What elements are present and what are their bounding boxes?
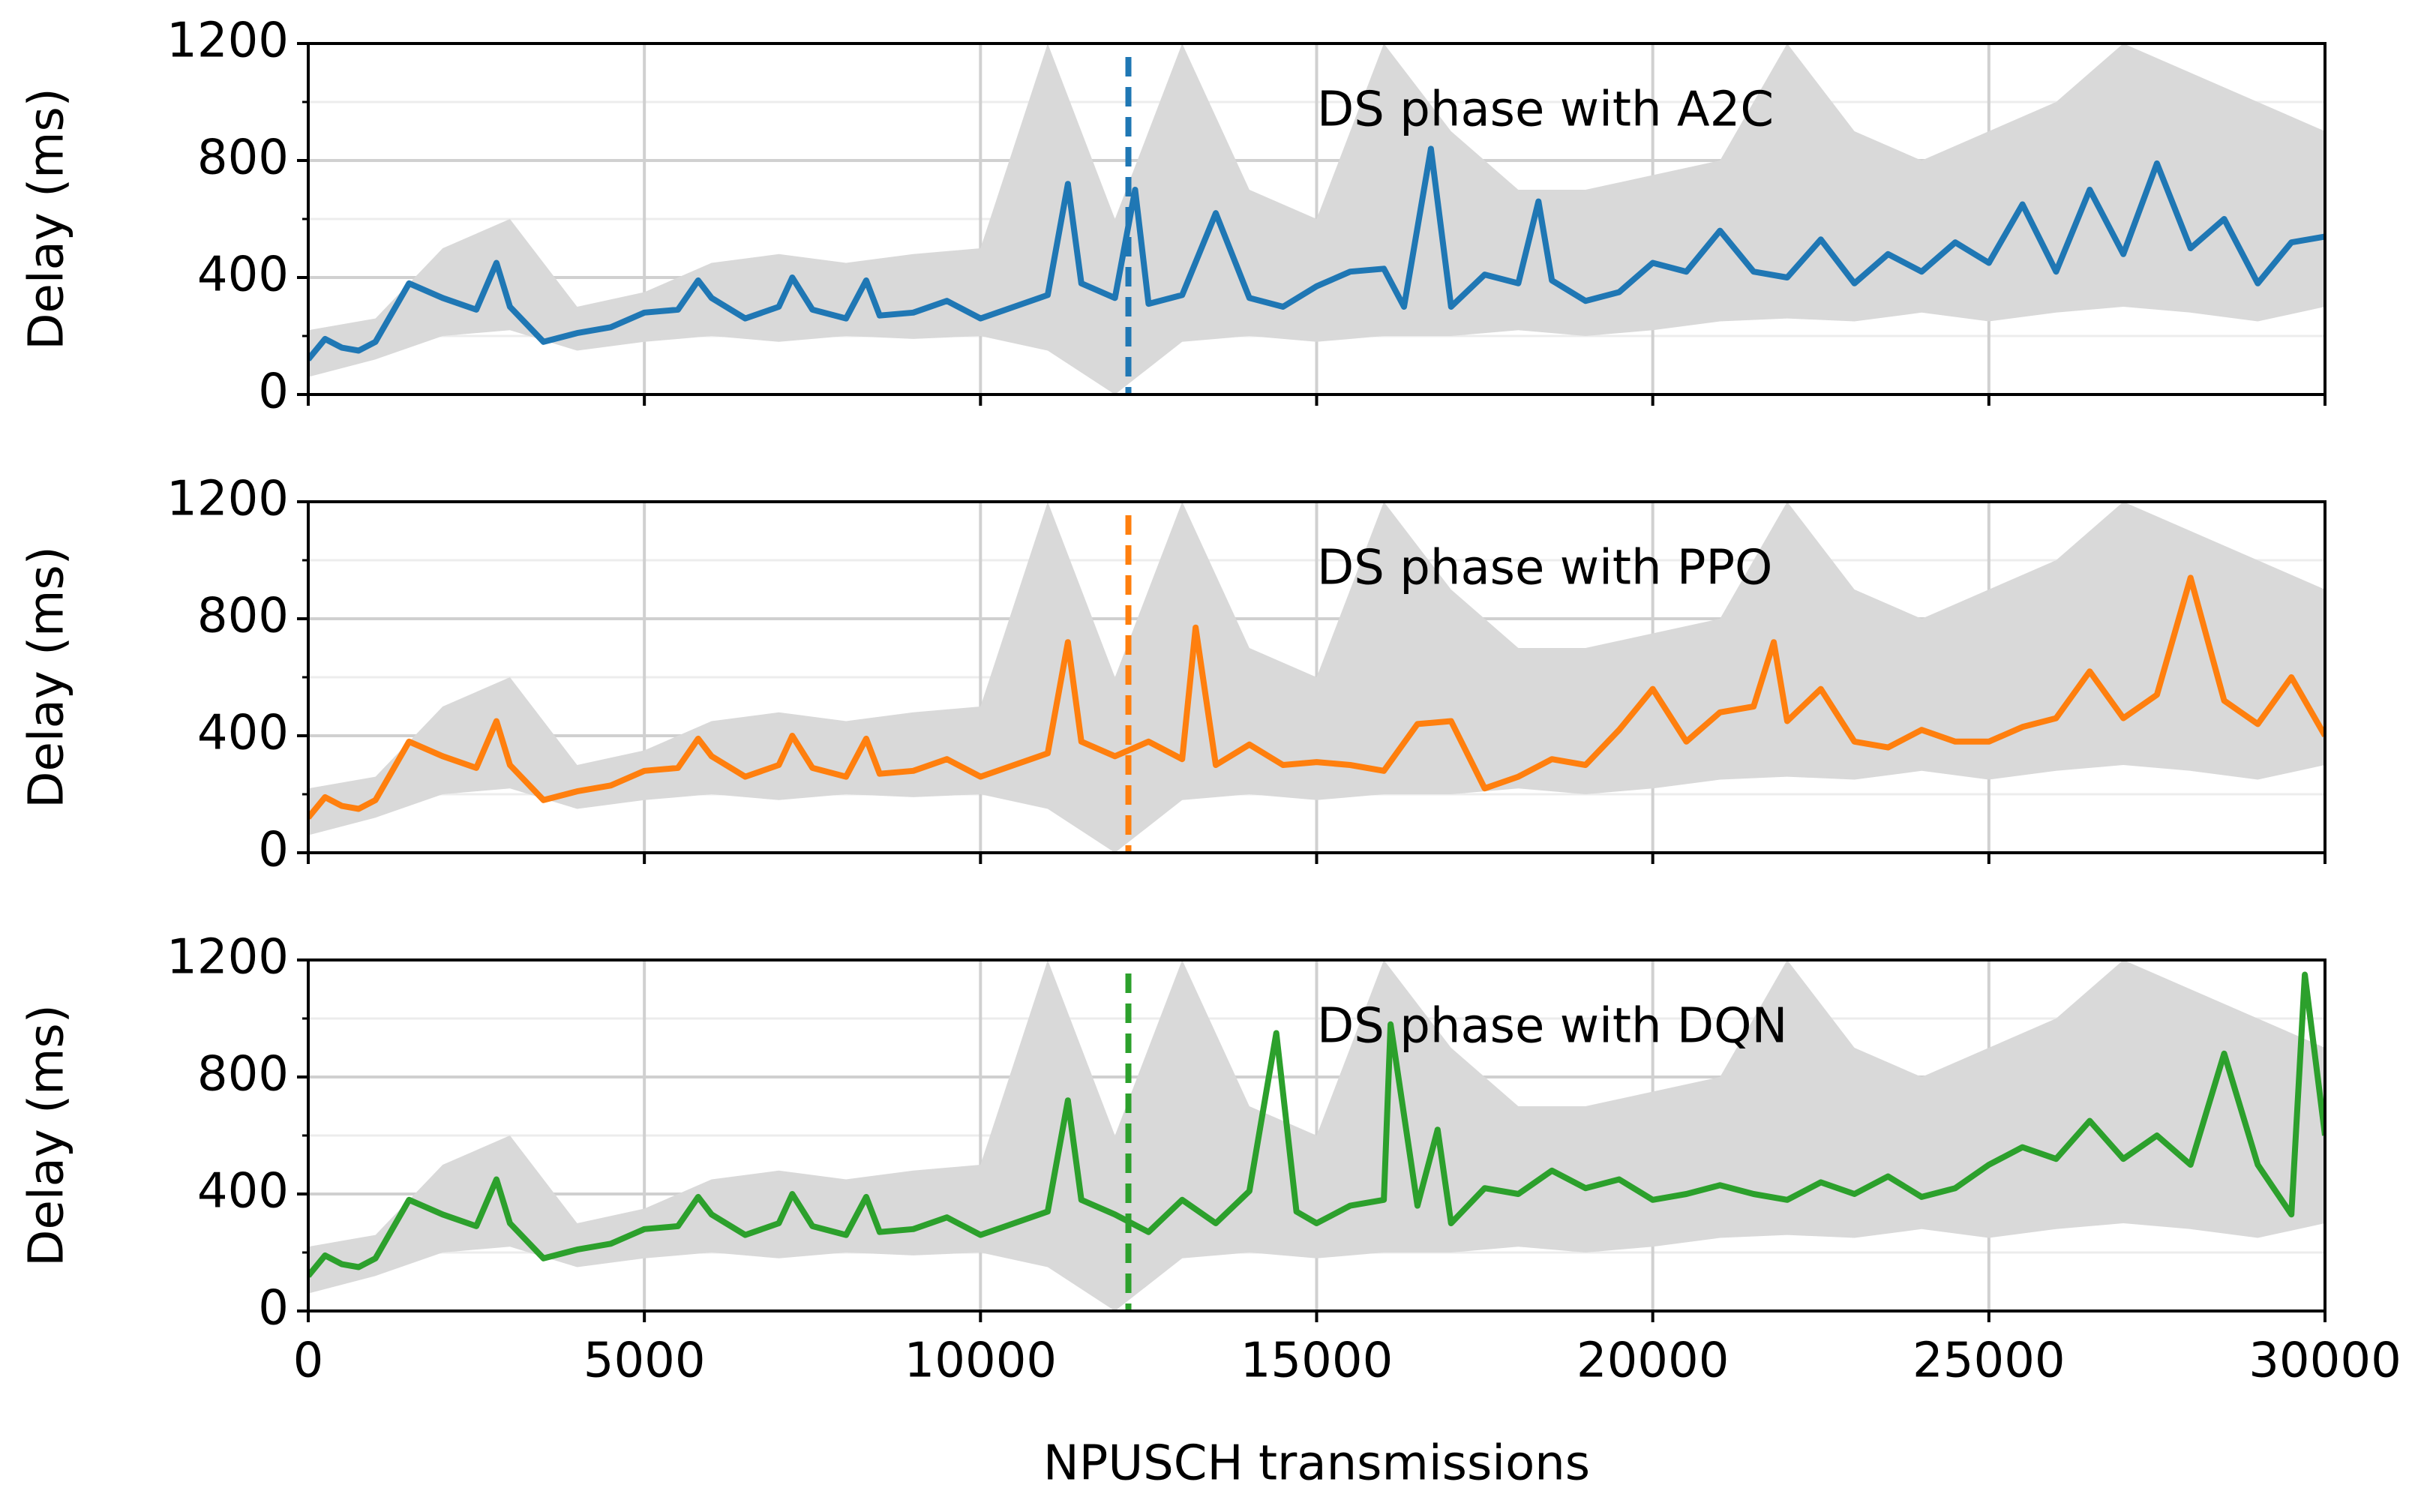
y-tick-label: 400 (197, 248, 289, 303)
x-tick-label: 20000 (1576, 1334, 1730, 1389)
x-tick-label: 5000 (584, 1334, 706, 1389)
y-axis-label: Delay (ms) (20, 546, 75, 808)
y-tick-label: 1200 (166, 14, 289, 69)
annotation: DS phase with DQN (1317, 999, 1787, 1054)
plot-area (308, 44, 2325, 394)
x-tick-label: 10000 (904, 1334, 1058, 1389)
x-tick-label: 15000 (1240, 1334, 1394, 1389)
y-tick-label: 800 (197, 130, 289, 186)
x-tick-label: 0 (293, 1334, 324, 1389)
y-tick-label: 400 (197, 1164, 289, 1220)
y-tick-label: 400 (197, 706, 289, 761)
y-tick-label: 0 (258, 823, 289, 878)
y-tick-label: 1200 (166, 472, 289, 527)
plot-area (308, 960, 2325, 1311)
y-tick-label: 800 (197, 589, 289, 644)
x-tick-label: 25000 (1912, 1334, 2066, 1389)
y-tick-label: 0 (258, 1281, 289, 1336)
x-tick-label: 30000 (2248, 1334, 2402, 1389)
x-axis-label: NPUSCH transmissions (1043, 1436, 1590, 1492)
annotation: DS phase with A2C (1317, 82, 1774, 138)
y-tick-label: 1200 (166, 930, 289, 986)
plot-area (308, 502, 2325, 853)
delay-line (308, 146, 2325, 362)
delay-line (308, 574, 2325, 820)
y-tick-label: 0 (258, 364, 289, 420)
y-tick-label: 800 (197, 1047, 289, 1102)
y-axis-label: Delay (ms) (20, 1004, 75, 1267)
annotation: DS phase with PPO (1317, 541, 1772, 596)
delay-line (308, 971, 2325, 1278)
y-axis-label: Delay (ms) (20, 88, 75, 350)
